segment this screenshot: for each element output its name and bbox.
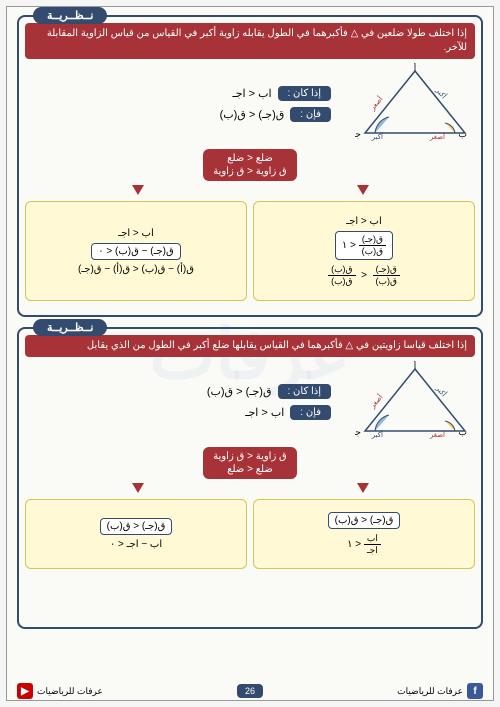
theorem-2-conditions: إذا كان : ق(جـ) < ق(ب) فإن : اب < اجـ	[25, 361, 351, 443]
svg-text:جـ: جـ	[355, 129, 361, 139]
line: ق(جـ)ق(ب) < ق(ب)ق(ب)	[328, 264, 400, 287]
line: اباجـ < ١	[347, 533, 381, 556]
center-line-2: ق زاوية < ق زاوية	[213, 165, 287, 178]
triangle-figure-2: أ جـ ب أكبر أصغر أكبر أصغر	[355, 361, 475, 443]
svg-text:جـ: جـ	[355, 427, 361, 437]
theorem-2-center-pill: ق زاوية < ق زاوية ضلع < ضلع	[203, 447, 297, 479]
theorem-2-figure-row: أ جـ ب أكبر أصغر أكبر أصغر إذا كان : ق(ج…	[25, 361, 475, 443]
svg-text:ب: ب	[459, 129, 467, 139]
arrows-2	[25, 483, 475, 499]
page-number: 26	[237, 684, 263, 698]
theorem-label: نــظــريــة	[33, 319, 107, 336]
page-footer: f عرفات للرياضيات 26 عرفات للرياضيات ▶	[17, 683, 483, 699]
line-inset: ق(جـ) < ق(ب)	[328, 512, 401, 529]
brand-text: عرفات للرياضيات	[397, 686, 463, 697]
youtube-icon[interactable]: ▶	[17, 683, 33, 699]
line: ق(أ) − ق(ب) < ق(أ) − ق(جـ)	[78, 264, 194, 275]
line-inset: ق(جـ)ق(ب) < ١	[335, 231, 393, 260]
line-inset: ق(جـ) − ق(ب) < ٠	[91, 243, 181, 260]
theorem-2: نــظــريــة إذا اختلف قياسا زاويتين في △…	[17, 327, 483, 629]
line: اب − اجـ < ٠	[110, 539, 162, 550]
svg-text:ب: ب	[459, 427, 467, 437]
arrow-icon	[357, 483, 369, 493]
facebook-icon[interactable]: f	[467, 683, 483, 699]
theorem-1-statement: إذا اختلف طولا ضلعين في △ فأكبرهما في ال…	[25, 23, 475, 59]
theorem-1-results: اب < اجـ ق(جـ)ق(ب) < ١ ق(جـ)ق(ب) < ق(ب)ق…	[25, 201, 475, 301]
theorem-1-figure-row: أ جـ ب أكبر أصغر أكبر أصغر إذا كان : اب …	[25, 63, 475, 145]
if-expr: ق(جـ) < ق(ب)	[207, 385, 272, 398]
t1-left-box: اب < اجـ ق(جـ) − ق(ب) < ٠ ق(أ) − ق(ب) < …	[25, 201, 247, 301]
svg-text:أصغر: أصغر	[366, 392, 384, 411]
center-line-2: ضلع < ضلع	[213, 463, 287, 476]
theorem-2-statement: إذا اختلف قياسا زاويتين في △ فأكبرهما في…	[25, 335, 475, 357]
t1-right-box: اب < اجـ ق(جـ)ق(ب) < ١ ق(جـ)ق(ب) < ق(ب)ق…	[253, 201, 475, 301]
then-label: فإن :	[290, 107, 331, 122]
if-label: إذا كان :	[278, 86, 332, 101]
svg-text:أ: أ	[414, 63, 417, 73]
theorem-label: نــظــريــة	[33, 7, 107, 24]
center-line-1: ق زاوية < ق زاوية	[213, 450, 287, 463]
arrow-icon	[357, 185, 369, 195]
then-expr: اب < اجـ	[245, 406, 284, 419]
then-expr: ق(جـ) < ق(ب)	[220, 108, 285, 121]
theorem-1: نــظــريــة إذا اختلف طولا ضلعين في △ فأ…	[17, 15, 483, 317]
arrow-icon	[132, 185, 144, 195]
brand-text: عرفات للرياضيات	[37, 686, 103, 697]
page: عرفات نــظــريــة إذا اختلف طولا ضلعين ف…	[6, 6, 494, 701]
center-line-1: ضلع < ضلع	[213, 152, 287, 165]
line: اب < اجـ	[346, 216, 381, 227]
theorem-1-center-pill: ضلع < ضلع ق زاوية < ق زاوية	[203, 149, 297, 181]
line-inset: ق(جـ) < ق(ب)	[100, 518, 173, 535]
svg-text:أ: أ	[414, 361, 417, 371]
theorem-2-results: ق(جـ) < ق(ب) اباجـ < ١ ق(جـ) < ق(ب) اب −…	[25, 499, 475, 569]
triangle-figure-1: أ جـ ب أكبر أصغر أكبر أصغر	[355, 63, 475, 145]
arrows-1	[25, 185, 475, 201]
if-expr: اب < اجـ	[232, 87, 271, 100]
line: اب < اجـ	[118, 228, 153, 239]
arrow-icon	[132, 483, 144, 493]
svg-text:أصغر: أصغر	[366, 94, 384, 113]
if-label: إذا كان :	[278, 384, 332, 399]
t2-left-box: ق(جـ) < ق(ب) اب − اجـ < ٠	[25, 499, 247, 569]
theorem-1-conditions: إذا كان : اب < اجـ فإن : ق(جـ) < ق(ب)	[25, 63, 351, 145]
then-label: فإن :	[290, 405, 331, 420]
t2-right-box: ق(جـ) < ق(ب) اباجـ < ١	[253, 499, 475, 569]
